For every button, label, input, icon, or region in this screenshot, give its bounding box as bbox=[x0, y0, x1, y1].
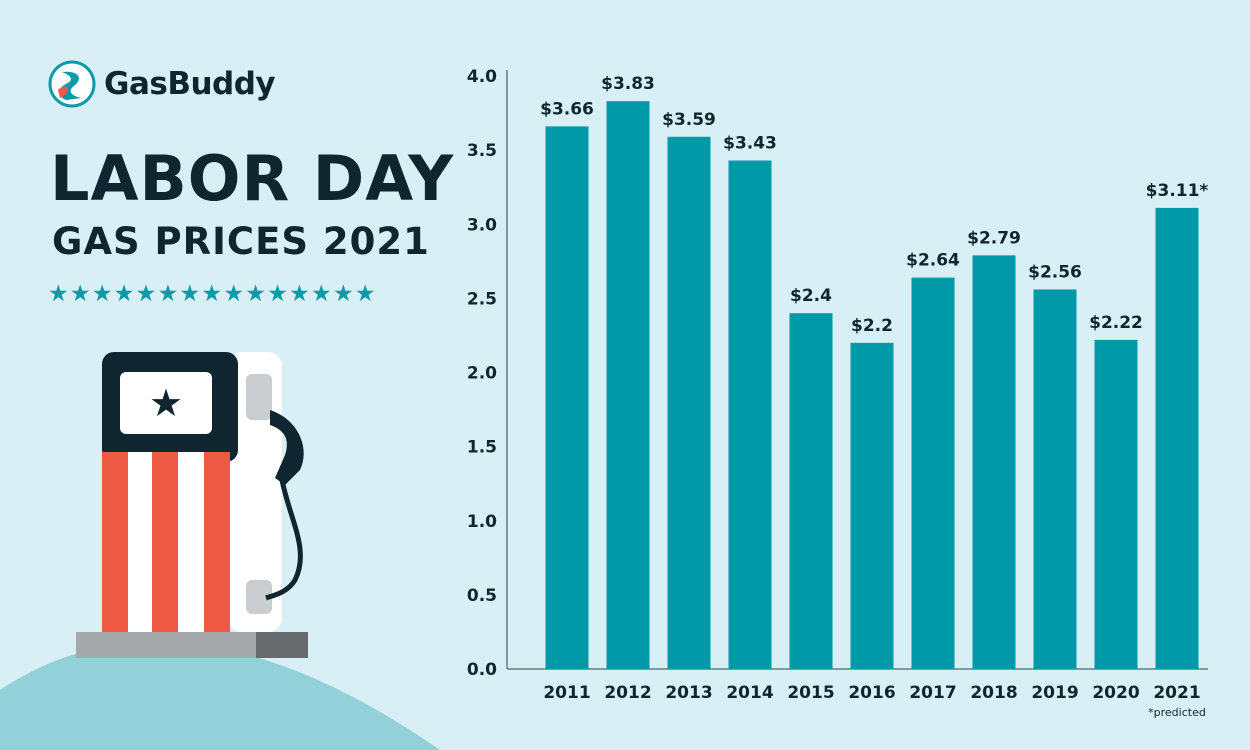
x-tick-label: 2015 bbox=[787, 683, 834, 703]
nozzle-icon bbox=[270, 410, 304, 485]
bar-2018 bbox=[972, 255, 1016, 669]
bar-2011 bbox=[545, 126, 589, 669]
x-tick-label: 2014 bbox=[726, 683, 773, 703]
bar-2014 bbox=[728, 160, 772, 669]
data-label: $2.2 bbox=[851, 316, 893, 336]
bar-2013 bbox=[667, 136, 711, 670]
bar-2017 bbox=[911, 277, 955, 669]
x-tick-label: 2012 bbox=[604, 683, 651, 703]
data-label: $2.56 bbox=[1028, 262, 1082, 282]
title-line-1: LABOR DAY bbox=[50, 142, 455, 215]
y-tick-label: 2.5 bbox=[467, 289, 497, 309]
data-label: $2.64 bbox=[906, 251, 960, 271]
x-tick-label: 2013 bbox=[665, 683, 712, 703]
gasbuddy-road-icon bbox=[48, 60, 96, 108]
x-tick-label: 2016 bbox=[848, 683, 895, 703]
x-tick-label: 2017 bbox=[909, 683, 956, 703]
x-tick-label: 2020 bbox=[1092, 683, 1139, 703]
bar-2015 bbox=[789, 313, 833, 669]
x-tick-label: 2018 bbox=[970, 683, 1017, 703]
y-tick-label: 3.5 bbox=[467, 141, 497, 161]
y-tick-label: 1.5 bbox=[467, 438, 497, 458]
gasbuddy-logo: GasBuddy bbox=[48, 60, 276, 108]
bar-2016 bbox=[850, 342, 894, 669]
data-label: $3.83 bbox=[601, 74, 655, 94]
data-label: $3.11* bbox=[1146, 181, 1209, 201]
title-line-2: GAS PRICES 2021 bbox=[52, 220, 430, 263]
y-tick-label: 0.0 bbox=[467, 660, 497, 680]
bar-2019 bbox=[1033, 289, 1077, 669]
star-icon: ★ bbox=[149, 381, 183, 425]
bar-2021 bbox=[1155, 207, 1199, 669]
x-tick-label: 2021 bbox=[1153, 683, 1200, 703]
x-tick-label: 2011 bbox=[543, 683, 590, 703]
data-label: $3.59 bbox=[662, 110, 716, 130]
data-label: $3.66 bbox=[540, 99, 594, 119]
hill bbox=[0, 642, 440, 750]
data-label: $2.79 bbox=[967, 228, 1021, 248]
y-tick-label: 4.0 bbox=[467, 67, 497, 87]
x-tick-label: 2019 bbox=[1031, 683, 1078, 703]
data-label: $3.43 bbox=[723, 134, 777, 154]
stars-divider: ★★★★★★★★★★★★★★★ bbox=[48, 281, 377, 307]
bar-2020 bbox=[1094, 339, 1138, 669]
brand-name: GasBuddy bbox=[104, 66, 276, 102]
y-tick-label: 1.0 bbox=[467, 512, 497, 532]
data-label: $2.4 bbox=[790, 286, 832, 306]
y-tick-label: 2.0 bbox=[467, 364, 497, 384]
data-label: $2.22 bbox=[1089, 313, 1143, 333]
bar-2012 bbox=[606, 101, 650, 669]
y-tick-label: 3.0 bbox=[467, 215, 497, 235]
y-tick-label: 0.5 bbox=[467, 586, 497, 606]
predicted-note: *predicted bbox=[1148, 706, 1206, 719]
gas-pump-illustration: ★ bbox=[0, 352, 440, 750]
